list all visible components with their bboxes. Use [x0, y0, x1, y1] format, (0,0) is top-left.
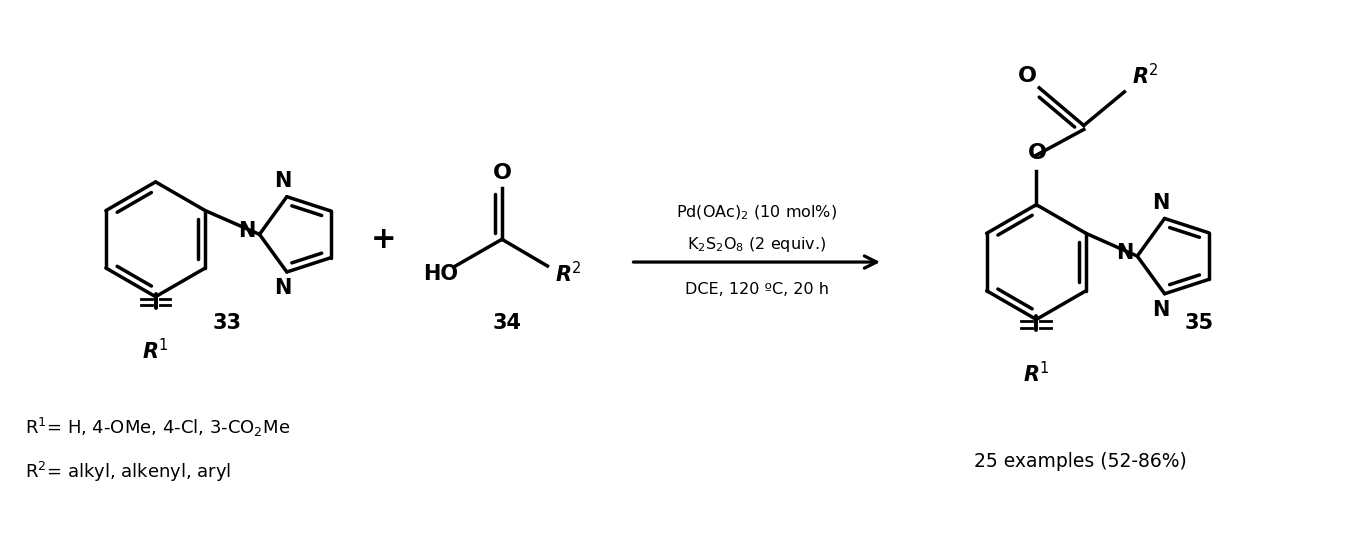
Text: DCE, 120 ºC, 20 h: DCE, 120 ºC, 20 h — [684, 282, 828, 297]
Text: N: N — [239, 222, 255, 241]
Text: Pd(OAc)$_2$ (10 mol%): Pd(OAc)$_2$ (10 mol%) — [676, 203, 838, 222]
Text: O: O — [1028, 143, 1047, 163]
Text: N: N — [274, 171, 292, 191]
Text: 25 examples (52-86%): 25 examples (52-86%) — [975, 452, 1187, 472]
Text: 35: 35 — [1185, 313, 1215, 333]
Text: N: N — [1152, 300, 1169, 320]
Text: N: N — [274, 278, 292, 298]
Text: O: O — [1017, 66, 1036, 86]
Text: R$^2$= alkyl, alkenyl, aryl: R$^2$= alkyl, alkenyl, aryl — [25, 460, 230, 484]
Text: R$^1$: R$^1$ — [143, 338, 169, 364]
Text: 33: 33 — [213, 313, 241, 333]
Text: HO: HO — [424, 264, 458, 284]
Text: K$_2$S$_2$O$_8$ (2 equiv.): K$_2$S$_2$O$_8$ (2 equiv.) — [687, 235, 827, 254]
Text: +: + — [370, 225, 396, 254]
Text: O: O — [492, 163, 511, 183]
Text: R$^1$: R$^1$ — [1023, 361, 1049, 386]
Text: N: N — [1152, 193, 1169, 213]
Text: N: N — [1116, 243, 1134, 263]
Text: R$^2$: R$^2$ — [1132, 64, 1158, 89]
Text: 34: 34 — [492, 313, 521, 333]
Text: R$^1$= H, 4-OMe, 4-Cl, 3-CO$_2$Me: R$^1$= H, 4-OMe, 4-Cl, 3-CO$_2$Me — [25, 416, 291, 439]
Text: R$^2$: R$^2$ — [555, 261, 581, 287]
